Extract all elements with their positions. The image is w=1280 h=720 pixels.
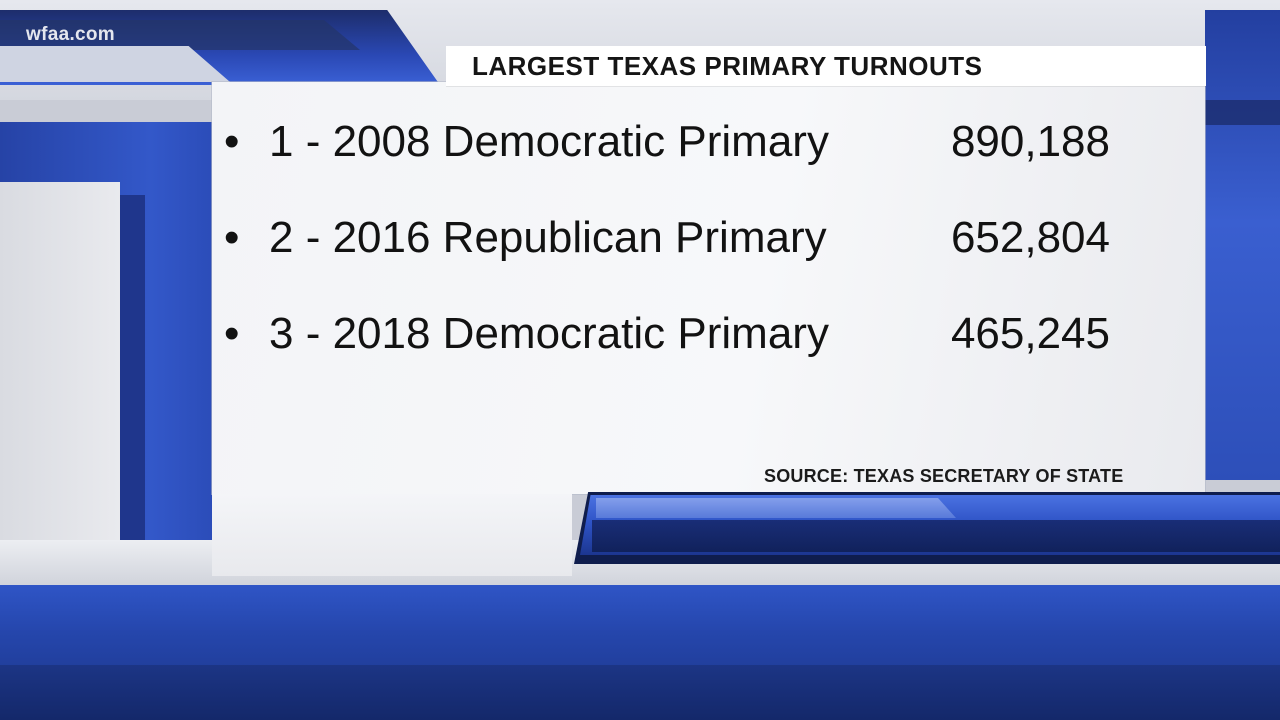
page-title: LARGEST TEXAS PRIMARY TURNOUTS <box>472 50 983 81</box>
right-dark-accent <box>1205 100 1280 125</box>
top-left-dark-band <box>0 20 360 50</box>
station-watermark: wfaa.com <box>26 24 115 45</box>
item-label: 1 - 2008 Democratic Primary <box>269 117 829 166</box>
list-item: • 1 - 2008 Democratic Primary 890,188 <box>224 112 1124 172</box>
right-blue-panel <box>1205 10 1280 480</box>
bullet-icon: • <box>224 309 240 358</box>
title-banner: LARGEST TEXAS PRIMARY TURNOUTS <box>446 46 1206 86</box>
list-item: • 2 - 2016 Republican Primary 652,804 <box>224 208 1124 268</box>
item-value: 652,804 <box>950 213 1110 262</box>
left-light-panel <box>0 182 120 547</box>
bullet-icon: • <box>224 117 240 166</box>
source-credit: SOURCE: TEXAS SECRETARY OF STATE <box>764 466 1124 486</box>
lower-slab-dark <box>592 520 1280 552</box>
item-value: 465,245 <box>950 309 1110 358</box>
item-label: 3 - 2018 Democratic Primary <box>269 309 829 358</box>
floor-dark-stripe <box>0 665 1280 720</box>
graphic-card <box>212 82 1205 494</box>
item-value: 890,188 <box>950 117 1110 166</box>
graphic-card-lower <box>212 494 572 576</box>
top-left-light-band <box>0 46 230 82</box>
left-dark-strip <box>120 195 145 540</box>
lower-slab-highlight <box>596 498 956 518</box>
item-label: 2 - 2016 Republican Primary <box>269 213 827 262</box>
list-item: • 3 - 2018 Democratic Primary 465,245 <box>224 304 1124 364</box>
bullet-icon: • <box>224 213 240 262</box>
